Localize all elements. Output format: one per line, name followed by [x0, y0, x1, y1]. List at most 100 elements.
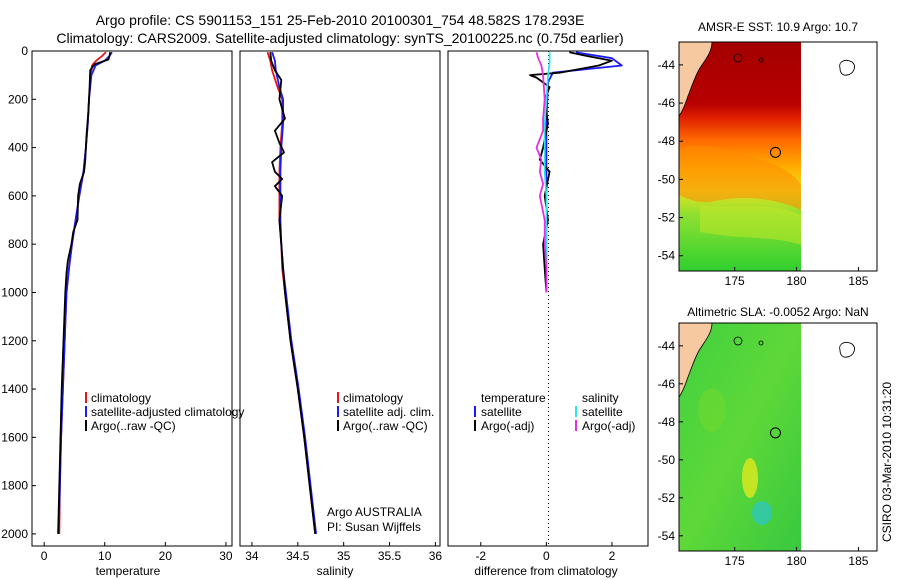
sst-cool-patch — [700, 205, 801, 245]
legend-label-climatology: climatology — [91, 391, 151, 405]
sla-axes-frame — [678, 322, 878, 552]
y-tick-label: -44 — [658, 339, 676, 353]
y-tick-label: 1000 — [1, 285, 28, 299]
y-tick-label: -48 — [658, 134, 676, 148]
sla-map-axes: 175 180 185 -44 -46 -48 -50 -52 -54 — [658, 339, 869, 568]
series-line-argo — [269, 52, 317, 535]
salinity-legend: climatology satellite adj. clim. Argo(..… — [337, 391, 434, 433]
difference-panel: -2 0 2 difference from climatology tempera… — [447, 50, 649, 578]
chatham-coast — [733, 53, 743, 63]
x-tick-label: 185 — [848, 274, 868, 288]
sla-map-title: Altimetric SLA: -0.0052 Argo: NaN — [687, 305, 868, 319]
y-tick-label: -52 — [658, 491, 676, 505]
legend-label-argo: Argo(..raw -QC) — [343, 419, 428, 433]
sla-field — [679, 323, 801, 551]
x-tick-label: 175 — [725, 274, 745, 288]
sst-map-panel: AMSR-E SST: 10.9 Argo: 10.7 175 180 185 -44… — [658, 20, 878, 288]
legend-label-argo: Argo(..raw -QC) — [91, 419, 176, 433]
x-tick-label: 2 — [609, 549, 616, 563]
title-line-2: Climatology: CARS2009. Satellite-adjuste… — [56, 30, 623, 46]
csiro-timestamp: CSIRO 03-Mar-2010 10:31:20 — [880, 382, 894, 542]
y-tick-label: 800 — [8, 237, 28, 251]
salinity-series — [266, 51, 317, 535]
argo-location-marker — [769, 427, 781, 439]
y-tick-label: 1800 — [1, 479, 28, 493]
x-tick-label: 180 — [787, 274, 807, 288]
difference-series — [529, 51, 623, 293]
difference-x-axis: -2 0 2 — [475, 542, 616, 563]
x-tick-label: 35 — [337, 549, 351, 563]
legend-label-temp-argo: Argo(-adj) — [481, 419, 534, 433]
x-tick-label: 180 — [787, 554, 807, 568]
sla-cyan-patch — [752, 501, 772, 525]
legend-label-satellite: satellite adj. clim. — [343, 405, 434, 419]
salinity-x-axis: 34 34.5 35 35.5 36 — [245, 542, 442, 563]
x-tick-label: 30 — [219, 549, 233, 563]
x-tick-label: 185 — [848, 554, 868, 568]
island-outline — [839, 341, 855, 358]
x-tick-label: -2 — [475, 549, 486, 563]
sla-yellow-patch — [742, 458, 758, 498]
depth-axis: 0 200 400 600 800 1000 1200 1400 1600 1800 2000 — [1, 44, 36, 541]
y-tick-label: 1600 — [1, 430, 28, 444]
y-tick-label: -46 — [658, 96, 676, 110]
y-tick-label: -52 — [658, 211, 676, 225]
legend-label-temp-satellite: satellite — [481, 405, 522, 419]
island-outline — [839, 59, 855, 76]
series-line-salinity-argo-adj- — [535, 51, 548, 293]
salinity-xlabel: salinity — [317, 564, 354, 578]
temperature-legend: climatology satellite-adjusted climatolo… — [85, 391, 244, 433]
argo-program-label: Argo AUSTRALIA — [327, 505, 422, 519]
title-line-1: Argo profile: CS 5901153_151 25-Feb-2010… — [96, 12, 585, 28]
legend-label-satellite: satellite-adjusted climatology — [91, 405, 244, 419]
sst-map-title: AMSR-E SST: 10.9 Argo: 10.7 — [698, 20, 858, 34]
y-tick-label: -50 — [658, 172, 676, 186]
sst-warm-patch — [679, 145, 801, 210]
y-tick-label: 400 — [8, 141, 28, 155]
x-tick-label: 175 — [725, 554, 745, 568]
land-mass — [679, 42, 713, 117]
y-tick-label: 1200 — [1, 334, 28, 348]
sla-light-patch — [698, 388, 726, 432]
salinity-panel: 34 34.5 35 35.5 36 salinity climatology sate… — [239, 50, 442, 578]
legend-heading-temperature: temperature — [481, 391, 546, 405]
series-line-temperature-argo-adj- — [529, 51, 613, 293]
x-tick-label: 34.5 — [286, 549, 310, 563]
small-island — [758, 340, 764, 346]
y-tick-label: 1400 — [1, 382, 28, 396]
y-tick-label: 2000 — [1, 527, 28, 541]
y-tick-label: 0 — [21, 44, 28, 58]
y-tick-label: 200 — [8, 92, 28, 106]
temperature-panel: 0 200 400 600 800 1000 1200 1400 1600 1800 2000 0 1… — [1, 44, 244, 578]
x-tick-label: 36 — [429, 549, 443, 563]
salinity-axes-frame — [239, 50, 441, 547]
land-mass — [679, 323, 713, 398]
difference-legend: temperature satellite Argo(-adj) salinit… — [474, 391, 635, 433]
x-tick-label: 20 — [159, 549, 173, 563]
x-tick-label: 0 — [41, 549, 48, 563]
legend-heading-salinity: salinity — [582, 391, 619, 405]
y-tick-label: 600 — [8, 189, 28, 203]
legend-label-sal-argo: Argo(-adj) — [582, 419, 635, 433]
small-island — [758, 57, 764, 63]
chatham-coast — [733, 336, 743, 346]
series-line-satellite — [57, 51, 113, 534]
series-line-argo — [57, 52, 112, 534]
sst-map-axes: 175 180 185 -44 -46 -48 -50 -52 -54 — [658, 58, 869, 288]
x-tick-label: 34 — [245, 549, 259, 563]
y-tick-label: -50 — [658, 453, 676, 467]
x-tick-label: 35.5 — [378, 549, 402, 563]
y-tick-label: -54 — [658, 529, 676, 543]
series-line-salinity-satellite — [543, 52, 551, 293]
pi-label: PI: Susan Wijffels — [327, 520, 421, 534]
y-tick-label: -46 — [658, 377, 676, 391]
temperature-axes-frame — [31, 50, 233, 547]
legend-label-climatology: climatology — [343, 391, 403, 405]
legend-label-sal-satellite: satellite — [582, 405, 623, 419]
temperature-series — [57, 51, 113, 534]
y-tick-label: -44 — [658, 58, 676, 72]
x-tick-label: 0 — [543, 549, 550, 563]
y-tick-label: -48 — [658, 415, 676, 429]
argo-location-marker — [769, 146, 781, 158]
